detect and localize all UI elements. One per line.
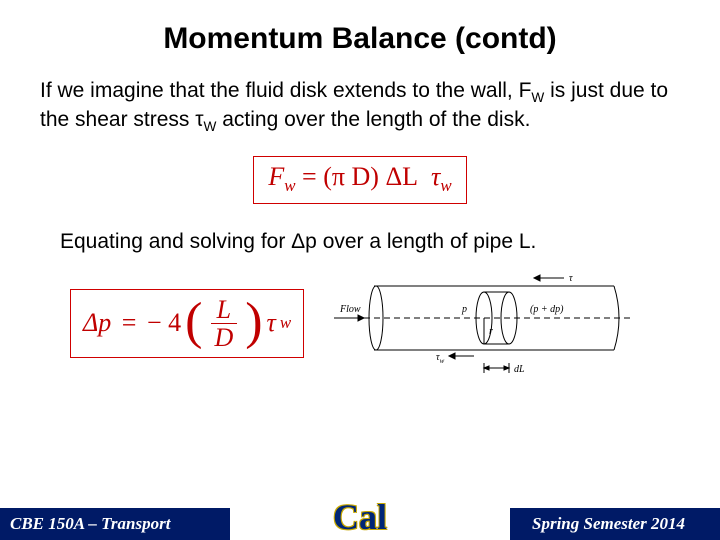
eq1-a: (π D) xyxy=(323,162,379,191)
eq2-frac-num: L xyxy=(211,296,237,324)
eq2-tail: τ xyxy=(267,308,276,338)
eq2-tail-sub: w xyxy=(280,313,291,333)
equation-1-container: Fw = (π D) ΔL τw xyxy=(0,156,720,205)
eq2-lhs: Δp xyxy=(83,308,111,338)
equation-diagram-row: Δp = − 4 ( L D ) τw xyxy=(0,254,720,378)
footer-left: CBE 150A – Transport xyxy=(0,508,230,540)
diagram-pdp-label: (p + dp) xyxy=(530,304,564,315)
page-title: Momentum Balance (contd) xyxy=(0,0,720,70)
eq2-eq: = xyxy=(115,308,143,338)
diagram-tau-top: τ xyxy=(569,273,573,284)
diagram-p-label: p xyxy=(461,304,467,315)
diagram-flow-label: Flow xyxy=(339,304,361,315)
eq2-frac: L D xyxy=(208,296,239,352)
diagram-tauw: τw xyxy=(436,352,445,365)
eq2-lparen: ( xyxy=(185,301,202,343)
eq1-lhs-sub: w xyxy=(284,176,295,195)
paragraph-2: Equating and solving for Δp over a lengt… xyxy=(0,204,720,254)
eq1-equals: = xyxy=(302,162,323,191)
pipe-diagram: Flow p (p + dp) τ τw r dL xyxy=(334,268,634,378)
diagram-dL: dL xyxy=(514,364,525,375)
eq1-c-sub: w xyxy=(440,176,451,195)
paragraph-1: If we imagine that the fluid disk extend… xyxy=(0,70,720,136)
equation-2: Δp = − 4 ( L D ) τw xyxy=(70,289,304,359)
equation-1: Fw = (π D) ΔL τw xyxy=(253,156,466,205)
eq1-b: ΔL xyxy=(385,162,418,191)
eq1-c: τw xyxy=(425,162,452,191)
eq2-frac-den: D xyxy=(208,324,239,351)
cal-logo: Cal xyxy=(333,497,387,537)
cal-logo-container: Cal xyxy=(333,496,387,538)
footer-right: Spring Semester 2014 xyxy=(510,508,720,540)
eq2-coeff: − 4 xyxy=(147,308,181,338)
diagram-r: r xyxy=(489,326,493,337)
eq2-rparen: ) xyxy=(245,301,262,343)
eq1-lhs: F xyxy=(268,162,284,191)
slide: Momentum Balance (contd) If we imagine t… xyxy=(0,0,720,540)
